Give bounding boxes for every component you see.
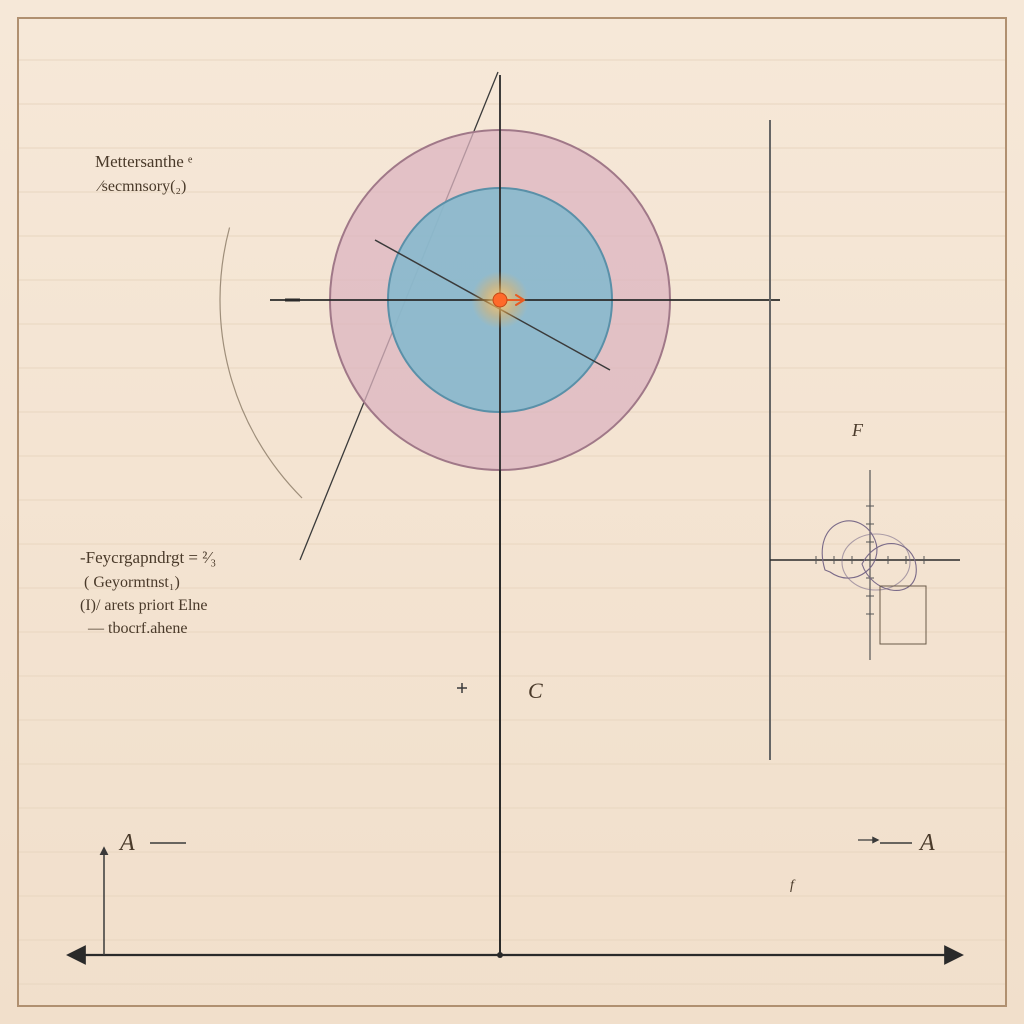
label-c: C <box>528 678 543 704</box>
diagram-stage: Mettersanthe ᵉ ⁄secmnsory(₂) -Feycrgapnd… <box>0 0 1024 1024</box>
label-a-left: A <box>120 830 135 857</box>
center-dot <box>493 293 507 307</box>
label-f: F <box>852 420 863 441</box>
label-a-right: A <box>920 830 935 857</box>
bottom-axis-origin <box>497 952 503 958</box>
annotation-top: Mettersanthe ᵉ ⁄secmnsory(₂) <box>95 150 192 198</box>
annotation-mid: -Feycrgapndrgt = ²⁄₃ ( Geyormtnst₁)(I)/ … <box>80 546 216 640</box>
label-f-small: f <box>790 878 794 894</box>
